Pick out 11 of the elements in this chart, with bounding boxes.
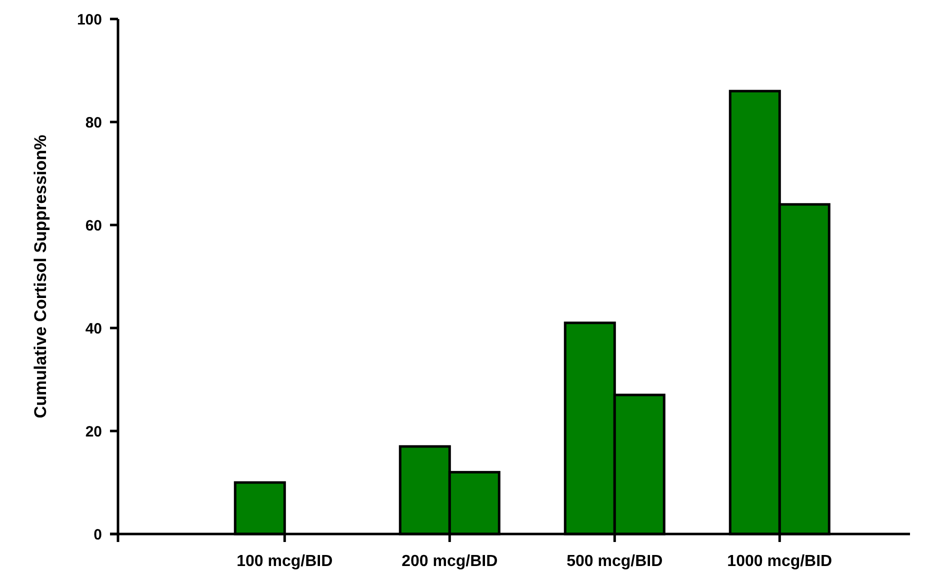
y-tick-label: 20 <box>85 423 102 440</box>
x-tick-label: 100 mcg/BID <box>236 553 333 570</box>
x-tick-label: 500 mcg/BID <box>566 553 663 570</box>
y-tick-label: 60 <box>85 217 102 234</box>
x-tick-label: 1000 mcg/BID <box>727 553 832 570</box>
y-axis-title: Cumulative Cortisol Suppression% <box>31 134 50 418</box>
y-tick-label: 100 <box>76 11 102 28</box>
y-tick-label: 40 <box>85 320 102 338</box>
x-tick-label: 200 mcg/BID <box>402 553 498 570</box>
y-tick-label: 80 <box>85 114 102 132</box>
y-tick-label: 0 <box>94 526 102 544</box>
